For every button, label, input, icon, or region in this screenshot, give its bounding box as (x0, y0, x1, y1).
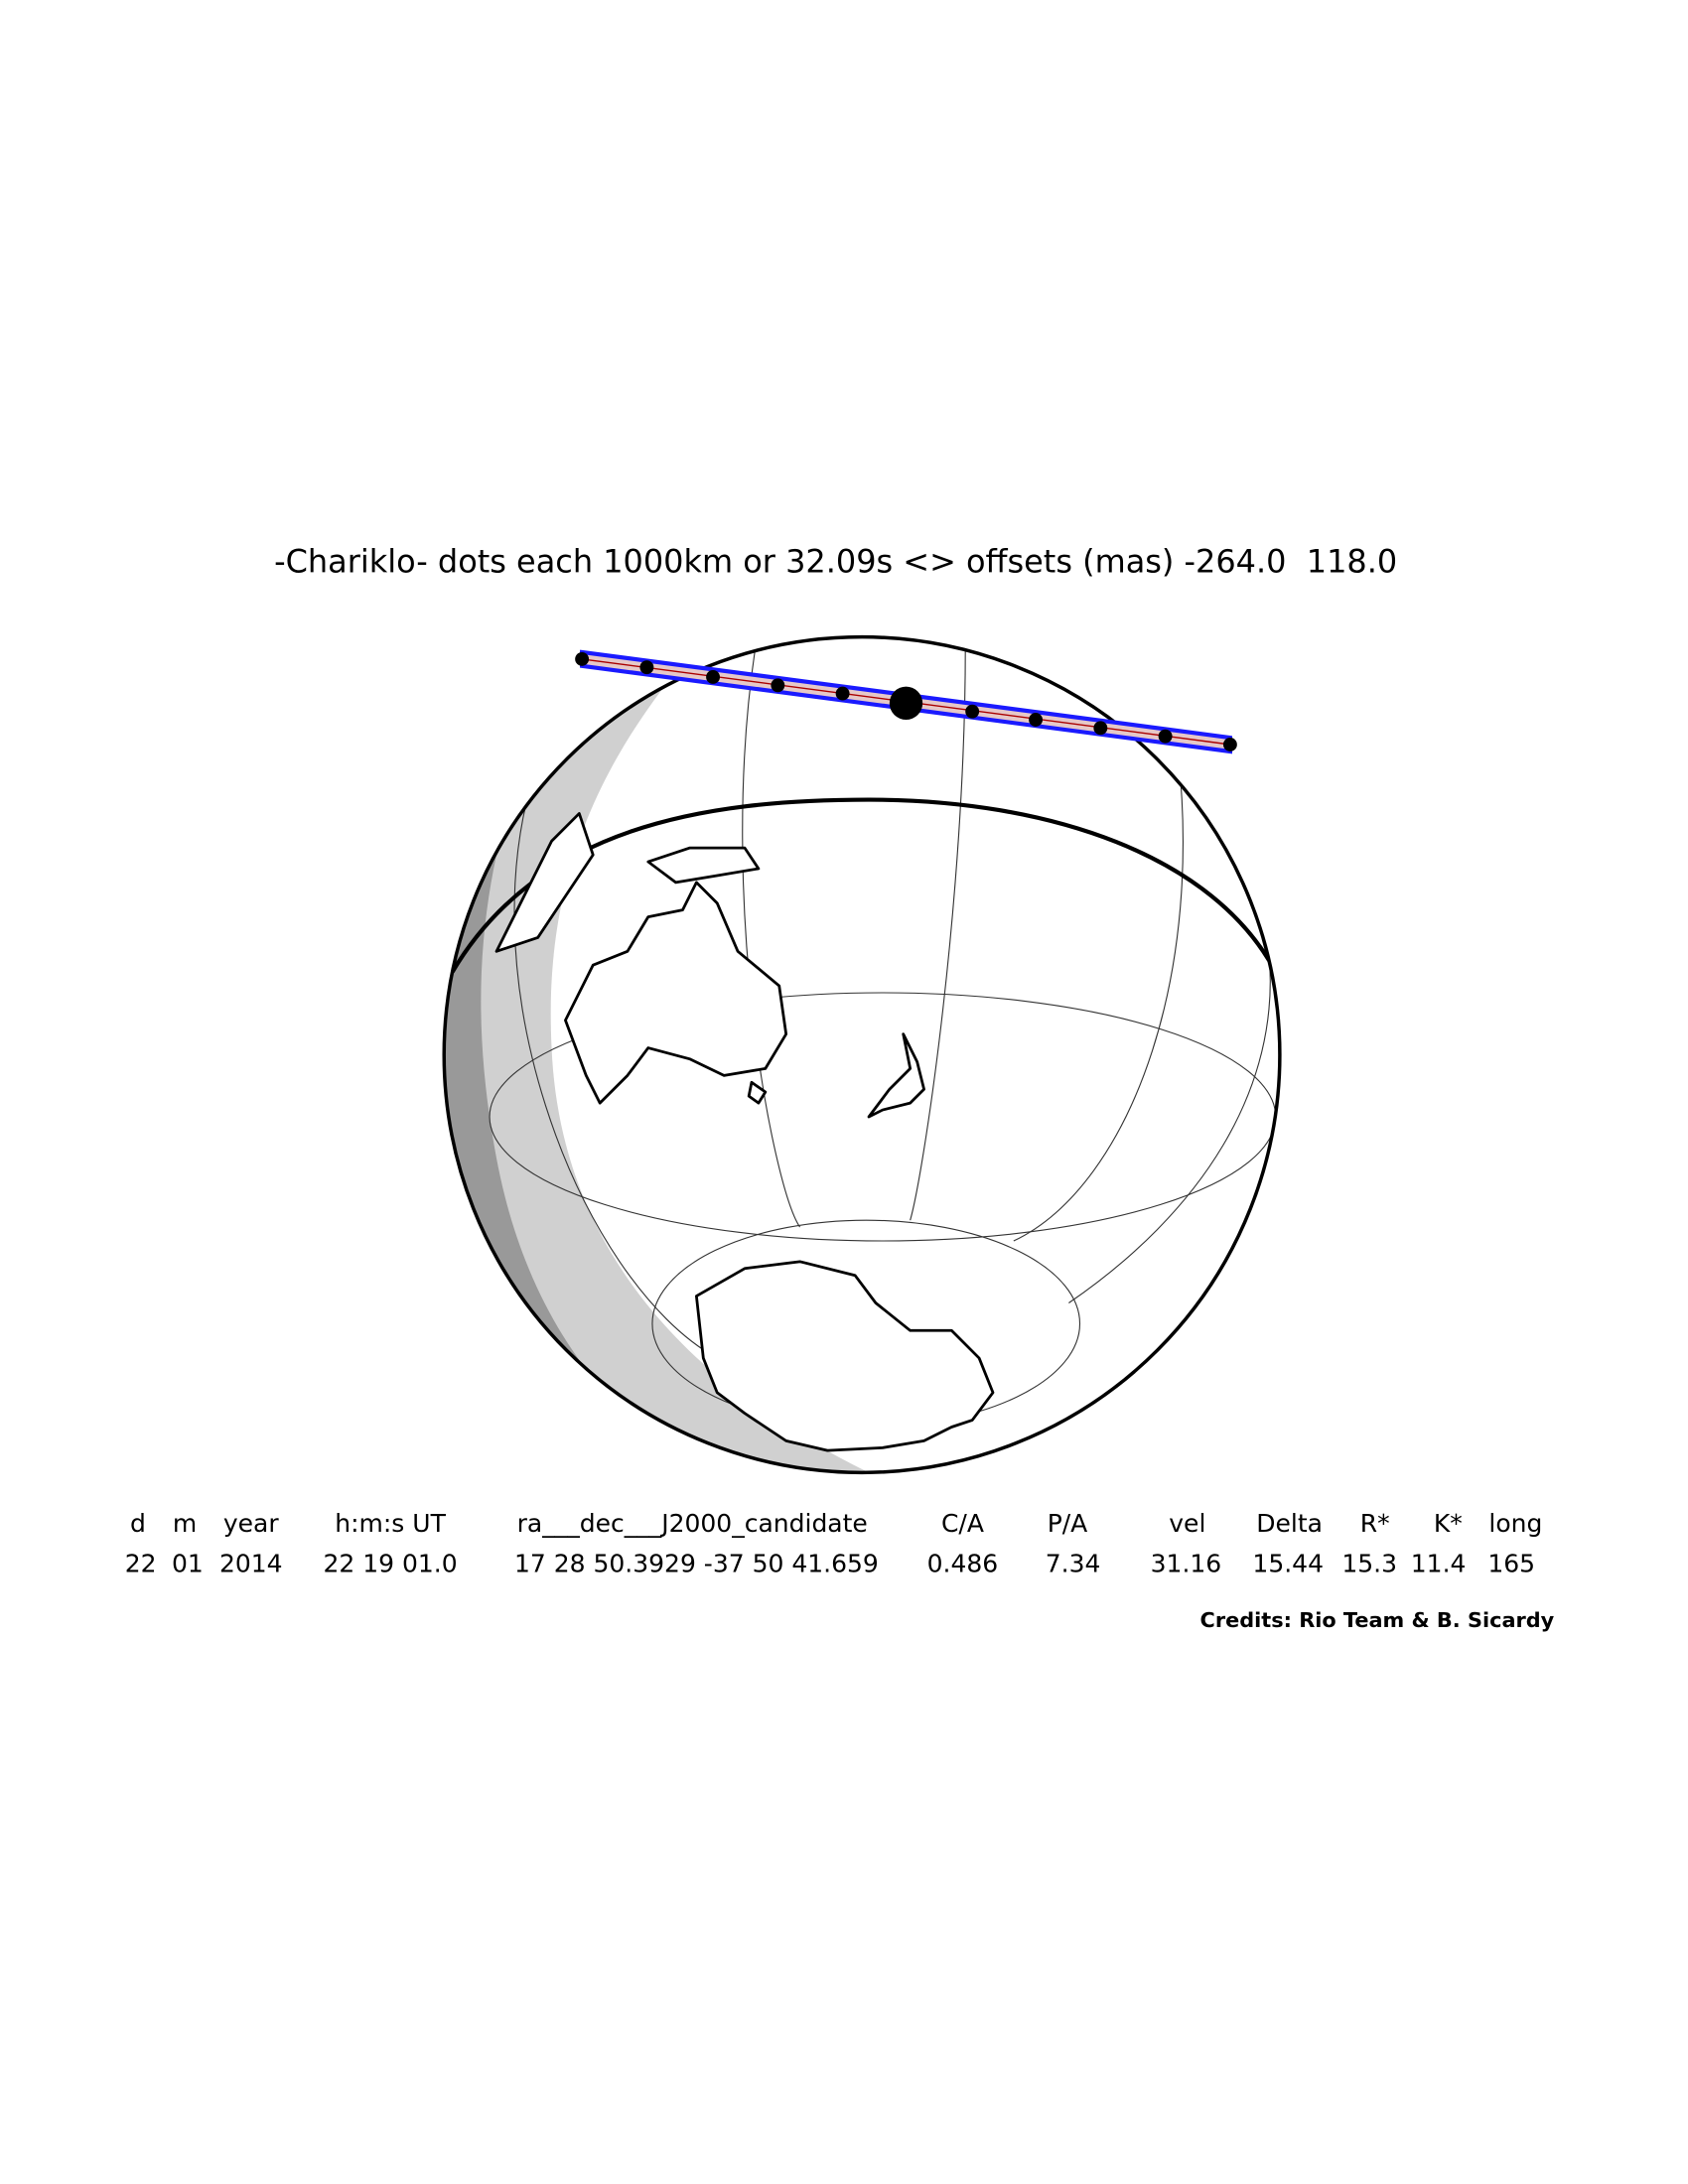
cell: 31.16 (1151, 1549, 1222, 1577)
dark-shade (444, 855, 648, 1434)
title: -Chariklo- dots each 1000km or 32.09s <>… (274, 542, 1397, 580)
cell: 15.3 (1341, 1549, 1397, 1577)
column-header: ra___dec___J2000_candidate (517, 1509, 868, 1538)
column-header: vel (1169, 1509, 1205, 1538)
cell: 22 19 01.0 (323, 1549, 457, 1577)
antarctica (695, 1260, 995, 1452)
column-header: long (1488, 1509, 1542, 1538)
column-header: year (223, 1509, 279, 1538)
info-table: d m year h:m:s UT ra___dec___J2000_candidate… (125, 1509, 1543, 1577)
cell: 11.4 (1411, 1549, 1467, 1577)
cell: 22 (125, 1549, 157, 1577)
column-header: h:m:s UT (335, 1509, 446, 1538)
globe (442, 634, 1282, 1475)
globe-outline (442, 634, 1282, 1475)
column-header: C/A (941, 1509, 984, 1538)
column-header: R* (1360, 1509, 1390, 1538)
new-guinea (646, 846, 761, 885)
new-zealand (867, 1032, 925, 1119)
credits: Credits: Rio Team & B. Sicardy (1200, 1608, 1555, 1632)
asia-coast (494, 812, 595, 953)
column-header: K* (1434, 1509, 1463, 1538)
column-header: m (173, 1509, 197, 1538)
cell: 165 (1487, 1549, 1535, 1577)
cell: 0.486 (927, 1549, 999, 1577)
column-header: P/A (1048, 1509, 1088, 1538)
globe-disc (444, 636, 1280, 1473)
australia (564, 881, 788, 1105)
path-dots (575, 651, 1237, 751)
cell: 15.44 (1252, 1549, 1324, 1577)
cell: 01 (172, 1549, 204, 1577)
cell: 17 28 50.3929 -37 50 41.659 (514, 1549, 879, 1577)
column-header: Delta (1256, 1509, 1323, 1538)
shadow-path (575, 649, 1237, 754)
cell: 7.34 (1046, 1549, 1101, 1577)
cell: 2014 (219, 1549, 283, 1577)
tasmania (747, 1080, 768, 1105)
column-header: d (130, 1509, 146, 1538)
